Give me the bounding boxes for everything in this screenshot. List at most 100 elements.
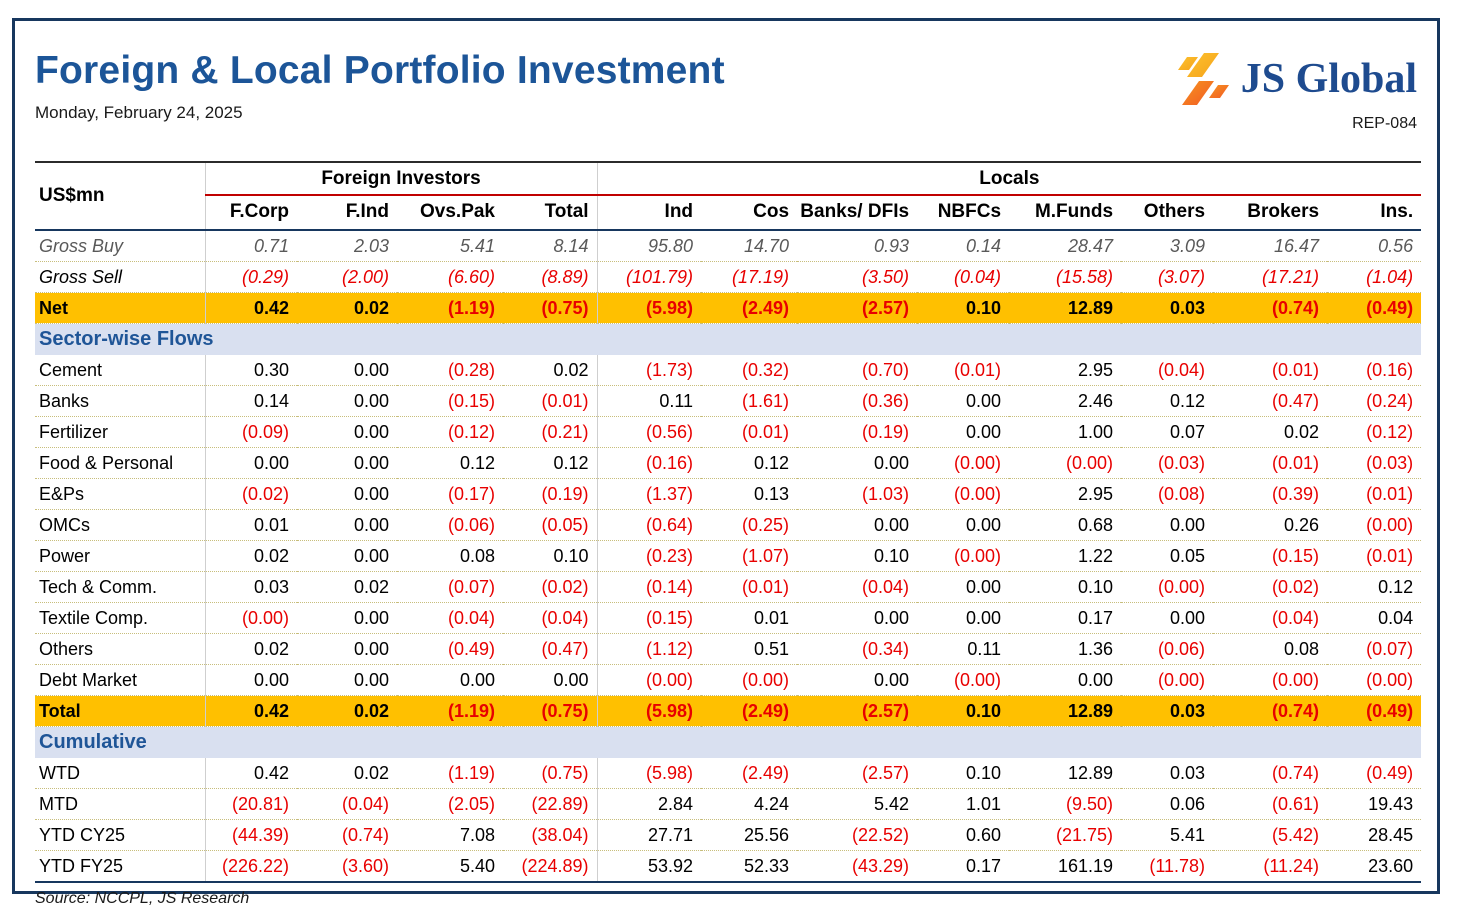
value-cell: (0.29) (241, 266, 289, 287)
value-cell: 0.00 (253, 669, 289, 690)
value-cell: (0.61) (1272, 793, 1320, 814)
value-cell: (2.49) (742, 700, 790, 721)
value-cell: 8.14 (503, 230, 598, 262)
value-cell: (0.74) (1272, 700, 1320, 721)
value-cell: (6.60) (447, 266, 495, 287)
value-cell: 0.14 (253, 390, 289, 411)
row-label: Textile Comp. (35, 602, 206, 634)
value-cell: 0.00 (874, 669, 910, 690)
value-cell: (1.19) (447, 297, 495, 318)
value-cell: 0.07 (1170, 421, 1206, 442)
value-cell: 5.41 (1170, 824, 1206, 845)
js-global-logo: JS Global (1171, 51, 1417, 107)
value-cell: 0.00 (874, 514, 910, 535)
value-cell: (17.21) (1262, 266, 1320, 287)
value-cell: (0.47) (503, 633, 598, 665)
table-header: US$mn Foreign Investors Locals F.Corp F.I… (35, 162, 1422, 231)
table-row: Total 0.42 0.02 (1.19) (0.75) (5.98) (2.49) (2.… (35, 695, 1422, 727)
value-cell: 0.02 (253, 638, 289, 659)
value-cell: (3.50) (862, 266, 910, 287)
value-cell: (0.00) (1272, 669, 1320, 690)
value-cell: 0.02 (353, 576, 389, 597)
value-cell: (0.19) (862, 421, 910, 442)
value-cell: (0.04) (447, 607, 495, 628)
value-cell: (0.15) (646, 607, 694, 628)
report-header: Foreign & Local Portfolio Investment Mon… (35, 49, 1421, 161)
row-label: MTD (35, 788, 206, 820)
value-cell: 0.00 (966, 576, 1002, 597)
value-cell: (0.01) (1366, 483, 1414, 504)
logo-stripes-icon (1177, 53, 1229, 105)
value-cell: 14.70 (744, 235, 790, 256)
value-cell: 16.47 (1274, 235, 1320, 256)
value-cell: 0.11 (967, 638, 1002, 659)
table-row: MTD (20.81) (0.04) (2.05) (22.89) 2.84 4.24 5.4… (35, 788, 1422, 820)
section-title: Cumulative (39, 731, 147, 753)
value-cell: 0.00 (1078, 669, 1114, 690)
value-cell: 25.56 (744, 824, 790, 845)
value-cell: (2.49) (742, 762, 790, 783)
value-cell: (0.17) (447, 483, 495, 504)
column-header-ins: Ins. (1327, 195, 1422, 231)
value-cell: 0.06 (1170, 793, 1206, 814)
value-cell: (0.04) (862, 576, 910, 597)
column-header-cos: Cos (701, 195, 798, 231)
value-cell: (0.00) (1158, 669, 1206, 690)
value-cell: 0.03 (253, 576, 289, 597)
value-cell: (0.74) (341, 824, 389, 845)
table-row: YTD CY25 (44.39) (0.74) 7.08 (38.04) 27.71 25.… (35, 819, 1422, 851)
report-date: Monday, February 24, 2025 (35, 103, 243, 122)
column-header-f-ind: F.Ind (297, 195, 397, 231)
value-cell: 0.02 (353, 700, 389, 721)
row-label: Fertilizer (35, 416, 206, 448)
column-header-total: Total (503, 195, 598, 231)
value-cell: 0.00 (966, 514, 1002, 535)
value-cell: (1.37) (646, 483, 694, 504)
value-cell: (0.05) (503, 509, 598, 541)
value-cell: (0.16) (1366, 359, 1414, 380)
value-cell: (0.00) (1366, 514, 1414, 535)
value-cell: (0.25) (742, 514, 790, 535)
row-label: Debt Market (35, 664, 206, 696)
value-cell: 0.00 (503, 664, 598, 696)
value-cell: 0.10 (1078, 576, 1114, 597)
column-header-ind: Ind (597, 195, 702, 231)
value-cell: (0.19) (503, 478, 598, 510)
value-cell: (0.02) (1272, 576, 1320, 597)
value-cell: (0.01) (1366, 545, 1414, 566)
value-cell: (0.01) (742, 576, 790, 597)
column-header-banks-dfis: Banks/ DFIs (797, 195, 918, 231)
value-cell: 0.01 (754, 607, 790, 628)
value-cell: (0.49) (1366, 762, 1414, 783)
table-row: Gross Buy 0.71 2.03 5.41 8.14 95.80 14.70 0.93 0… (35, 230, 1422, 262)
value-cell: (5.42) (1272, 824, 1320, 845)
value-cell: (0.49) (447, 638, 495, 659)
value-cell: (5.98) (646, 297, 694, 318)
value-cell: 0.00 (459, 669, 495, 690)
value-cell: (22.52) (852, 824, 910, 845)
unit-label: US$mn (35, 162, 206, 231)
group-header-row: US$mn Foreign Investors Locals (35, 162, 1422, 231)
value-cell: 5.41 (459, 235, 495, 256)
group-foreign-investors: Foreign Investors (205, 162, 598, 196)
value-cell: (0.00) (1158, 576, 1206, 597)
value-cell: (0.08) (1158, 483, 1206, 504)
value-cell: 5.40 (459, 855, 495, 876)
value-cell: (0.64) (646, 514, 694, 535)
value-cell: 0.42 (253, 700, 289, 721)
value-cell: (0.01) (742, 421, 790, 442)
value-cell: (5.98) (646, 700, 694, 721)
value-cell: 0.03 (1170, 762, 1206, 783)
table-body: Gross Buy 0.71 2.03 5.41 8.14 95.80 14.70 0.93 0… (35, 230, 1422, 882)
value-cell: (0.00) (954, 669, 1002, 690)
value-cell: 1.36 (1078, 638, 1114, 659)
value-cell: (0.24) (1366, 390, 1414, 411)
value-cell: 12.89 (1068, 297, 1114, 318)
value-cell: (0.49) (1366, 700, 1414, 721)
value-cell: 0.12 (754, 452, 790, 473)
table-row: Debt Market 0.00 0.00 0.00 0.00 (0.00) (0.00) 0… (35, 664, 1422, 696)
value-cell: (0.01) (1272, 452, 1320, 473)
value-cell: 0.51 (754, 638, 790, 659)
value-cell: (0.01) (954, 359, 1002, 380)
value-cell: 0.14 (966, 235, 1002, 256)
